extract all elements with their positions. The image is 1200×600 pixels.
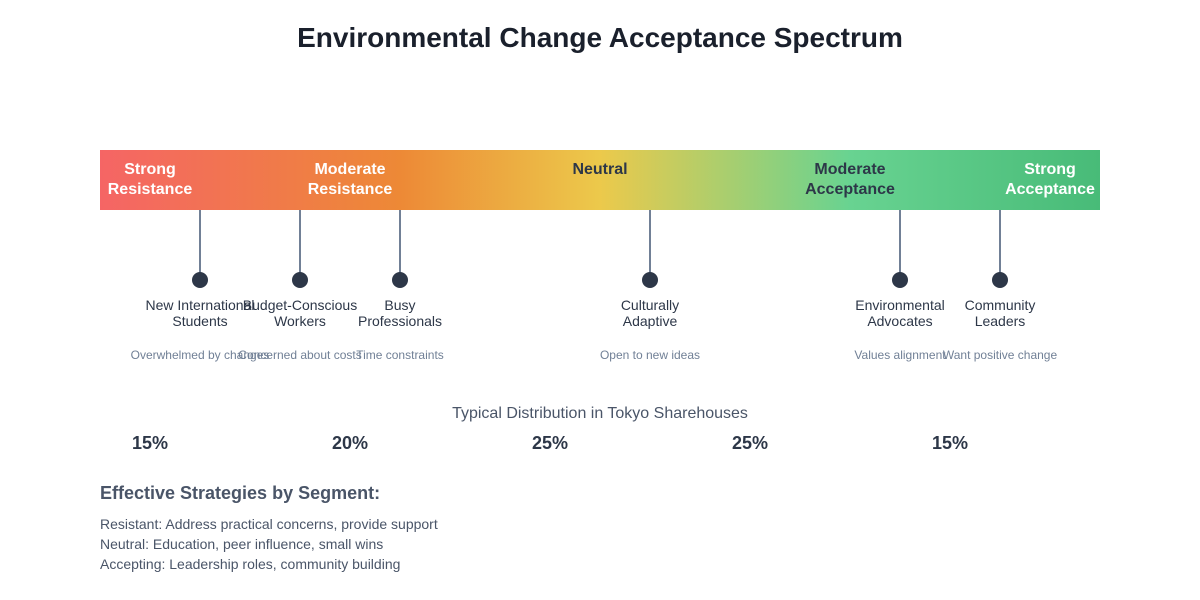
segment-name-line: Budget-Conscious xyxy=(242,297,358,313)
marker-dot xyxy=(392,272,408,288)
segment-name-line: Professionals xyxy=(357,313,443,329)
spectrum-bar xyxy=(100,150,1100,210)
distribution-value: 25% xyxy=(531,433,569,453)
zone-label: Strong Acceptance xyxy=(1005,160,1095,200)
strategy-item: Accepting: Leadership roles, community b… xyxy=(100,556,401,572)
zone-label-line: Moderate xyxy=(314,161,386,178)
distribution-title: Typical Distribution in Tokyo Sharehouse… xyxy=(452,405,748,422)
segment-name: Community Leaders xyxy=(965,297,1036,329)
strategy-item: Resistant: Address practical concerns, p… xyxy=(100,516,438,532)
segment-name: Environmental Advocates xyxy=(855,297,945,329)
zone-label: Moderate Resistance xyxy=(308,160,393,200)
zone-label-line: Resistance xyxy=(307,181,393,198)
segment-name: Busy Professionals xyxy=(358,297,442,329)
strategies-title: Effective Strategies by Segment: xyxy=(100,483,381,503)
zone-label-line: Resistance xyxy=(107,181,193,198)
segment-name: Budget-Conscious Workers xyxy=(243,297,357,329)
segment-description: Values alignment xyxy=(854,348,946,362)
segment-name-line: Workers xyxy=(274,313,326,329)
marker-dot xyxy=(192,272,208,288)
segment-name-line: Environmental xyxy=(855,297,945,313)
distribution-value: 15% xyxy=(931,433,969,453)
zone-label: Moderate Acceptance xyxy=(805,160,895,200)
marker-dot xyxy=(642,272,658,288)
zone-label: Strong Resistance xyxy=(108,160,193,200)
segment-name: New International Students xyxy=(146,297,255,329)
segment-description: Open to new ideas xyxy=(599,348,701,362)
segment-name-line: Adaptive xyxy=(622,313,678,329)
segment-description: Want positive change xyxy=(942,348,1058,362)
marker-stem xyxy=(299,210,301,280)
marker-dot xyxy=(292,272,308,288)
segment-name-line: Advocates xyxy=(867,313,933,329)
segment-name-line: Students xyxy=(172,313,228,329)
segment-name-line: Culturally xyxy=(620,297,680,313)
marker-stem xyxy=(899,210,901,280)
distribution-value: 15% xyxy=(131,433,169,453)
zone-label-line: Strong xyxy=(124,161,176,178)
strategy-item: Neutral: Education, peer influence, smal… xyxy=(100,536,384,552)
zone-label: Neutral xyxy=(572,160,627,180)
segment-name-line: Busy xyxy=(384,297,416,313)
segment-name-line: Leaders xyxy=(974,313,1026,329)
marker-stem xyxy=(649,210,651,280)
segment-name-line: New International xyxy=(145,297,255,313)
segment-description: Overwhelmed by changes xyxy=(130,348,270,362)
diagram-title: Environmental Change Acceptance Spectrum xyxy=(297,22,903,53)
segment-description: Time constraints xyxy=(356,348,444,362)
marker-dot xyxy=(992,272,1008,288)
zone-label-line: Strong xyxy=(1024,161,1076,178)
distribution-value: 25% xyxy=(731,433,769,453)
marker-stem xyxy=(399,210,401,280)
zone-label-line: Acceptance xyxy=(1005,181,1095,198)
zone-label-line: Acceptance xyxy=(805,181,895,198)
segment-name-line: Community xyxy=(964,297,1036,313)
segment-name: Culturally Adaptive xyxy=(621,297,679,329)
marker-stem xyxy=(199,210,201,280)
marker-stem xyxy=(999,210,1001,280)
marker-dot xyxy=(892,272,908,288)
distribution-value: 20% xyxy=(331,433,369,453)
zone-label-line: Moderate xyxy=(814,161,886,178)
segment-description: Concerned about costs xyxy=(238,348,362,362)
zone-label-line: Neutral xyxy=(572,161,628,178)
